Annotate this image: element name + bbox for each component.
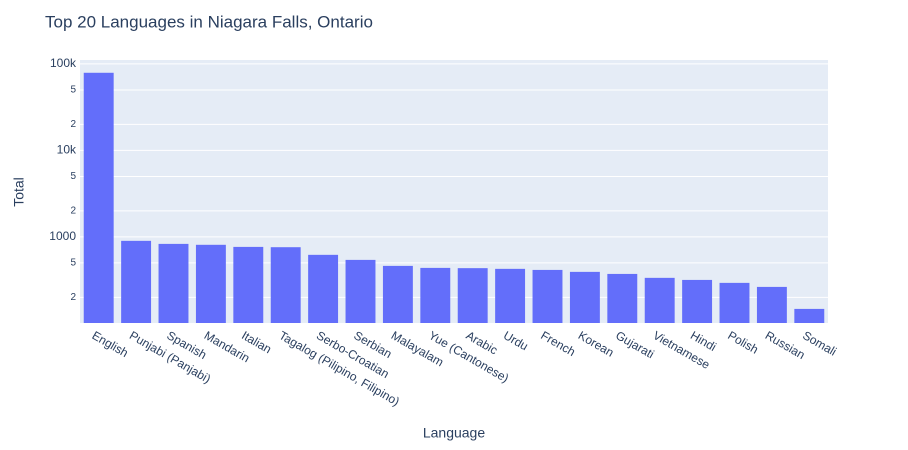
x-axis-title: Language bbox=[423, 425, 486, 441]
x-tick-label: English bbox=[90, 328, 131, 360]
bar bbox=[457, 268, 488, 323]
bar bbox=[270, 247, 301, 323]
bar bbox=[569, 271, 600, 323]
bar bbox=[794, 308, 825, 323]
x-tick-label: French bbox=[538, 328, 577, 359]
bar bbox=[158, 243, 189, 323]
x-tick-label: Russian bbox=[763, 328, 808, 362]
bar bbox=[121, 240, 152, 323]
y-tick-label: 5 bbox=[70, 85, 76, 96]
y-tick-label: 1000 bbox=[49, 229, 76, 243]
x-tick-label: Somali bbox=[800, 328, 839, 358]
plot-area bbox=[80, 60, 828, 323]
y-tick-label: 5 bbox=[70, 171, 76, 182]
bar bbox=[756, 286, 787, 323]
bar bbox=[195, 244, 226, 323]
bar bbox=[233, 246, 264, 323]
x-tick-label: Polish bbox=[725, 328, 760, 356]
bar bbox=[719, 282, 750, 323]
bar bbox=[607, 273, 638, 323]
marks bbox=[83, 72, 825, 323]
chart-title: Top 20 Languages in Niagara Falls, Ontar… bbox=[45, 12, 373, 31]
bar bbox=[308, 254, 339, 323]
y-tick-label: 10k bbox=[57, 143, 77, 157]
x-tick-label: Urdu bbox=[501, 328, 531, 353]
bar bbox=[345, 259, 376, 323]
y-tick-label: 2 bbox=[70, 292, 76, 303]
y-tick-label: 2 bbox=[70, 119, 76, 130]
bar bbox=[682, 279, 713, 323]
bar bbox=[495, 268, 526, 323]
bar bbox=[382, 265, 413, 323]
y-tick-label: 2 bbox=[70, 205, 76, 216]
bar bbox=[532, 269, 563, 323]
x-tick-label: Korean bbox=[576, 328, 617, 359]
bar bbox=[83, 72, 114, 323]
x-tick-label: Gujarati bbox=[613, 328, 656, 361]
bar bbox=[644, 277, 675, 323]
y-tick-label: 5 bbox=[70, 258, 76, 269]
y-tick-label: 100k bbox=[50, 56, 77, 70]
y-axis-title: Total bbox=[11, 177, 27, 207]
bar bbox=[420, 267, 451, 323]
